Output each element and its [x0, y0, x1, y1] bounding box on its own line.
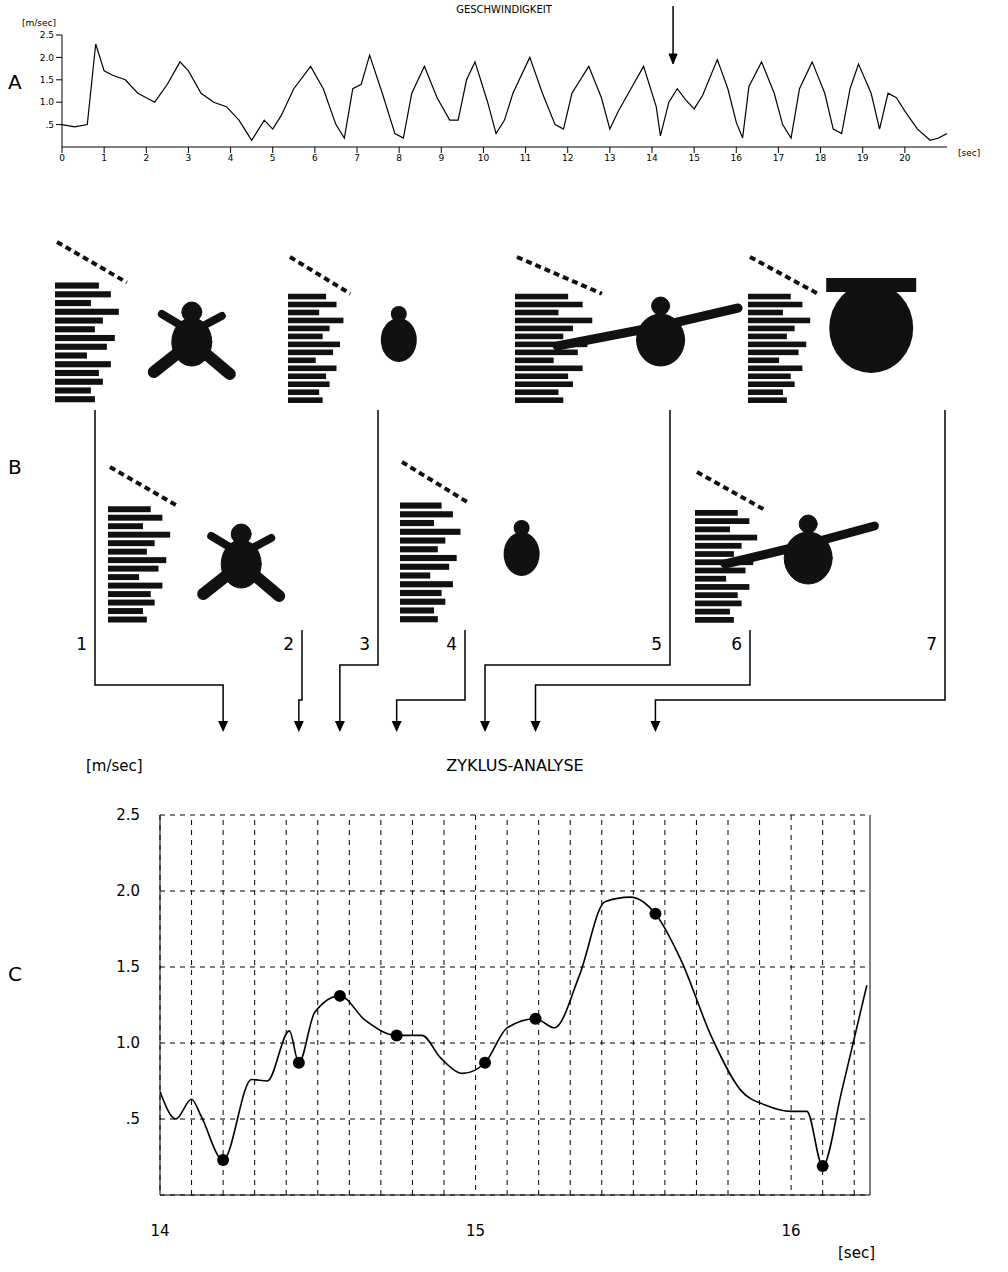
svg-text:6: 6: [312, 153, 318, 163]
svg-text:14: 14: [150, 1222, 169, 1240]
html-text:B: B: [8, 455, 22, 479]
svg-text:16: 16: [731, 153, 743, 163]
svg-text:7: 7: [354, 153, 360, 163]
svg-text:13: 13: [604, 153, 615, 163]
svg-text:.5: .5: [45, 120, 54, 130]
svg-text:5: 5: [651, 634, 662, 654]
svg-text:3: 3: [186, 153, 192, 163]
svg-text:4: 4: [446, 634, 457, 654]
svg-text:15: 15: [466, 1222, 485, 1240]
html-text:[sec]: [sec]: [958, 148, 981, 158]
svg-text:16: 16: [782, 1222, 801, 1240]
html-text:[sec]: [sec]: [838, 1244, 875, 1262]
svg-text:2.0: 2.0: [40, 53, 55, 63]
svg-text:12: 12: [562, 153, 573, 163]
svg-text:2.5: 2.5: [40, 30, 54, 40]
html-text:A: A: [8, 70, 22, 94]
html-text:ZYKLUS-ANALYSE: ZYKLUS-ANALYSE: [446, 756, 584, 775]
svg-text:0: 0: [59, 153, 65, 163]
html-text:C: C: [8, 962, 22, 986]
svg-text:8: 8: [396, 153, 402, 163]
svg-text:15: 15: [688, 153, 699, 163]
html-text:GESCHWINDIGKEIT: GESCHWINDIGKEIT: [456, 4, 552, 15]
svg-text:5: 5: [270, 153, 276, 163]
svg-text:1.0: 1.0: [116, 1034, 140, 1052]
svg-text:1.0: 1.0: [40, 97, 55, 107]
svg-text:7: 7: [926, 634, 937, 654]
html-text:[m/sec]: [m/sec]: [22, 18, 56, 28]
svg-text:.5: .5: [126, 1110, 140, 1128]
svg-text:1.5: 1.5: [40, 75, 54, 85]
svg-text:14: 14: [646, 153, 658, 163]
svg-text:20: 20: [899, 153, 911, 163]
svg-text:18: 18: [815, 153, 827, 163]
svg-text:4: 4: [228, 153, 234, 163]
svg-text:17: 17: [773, 153, 784, 163]
svg-text:3: 3: [359, 634, 370, 654]
svg-text:2: 2: [283, 634, 294, 654]
svg-text:19: 19: [857, 153, 869, 163]
svg-text:2.0: 2.0: [116, 882, 140, 900]
svg-text:2.5: 2.5: [116, 806, 140, 824]
html-text:[m/sec]: [m/sec]: [86, 757, 143, 775]
svg-text:11: 11: [520, 153, 531, 163]
svg-text:1: 1: [101, 153, 107, 163]
svg-text:1: 1: [76, 634, 87, 654]
svg-text:9: 9: [438, 153, 444, 163]
svg-text:1.5: 1.5: [116, 958, 140, 976]
svg-text:2: 2: [143, 153, 149, 163]
svg-text:10: 10: [478, 153, 490, 163]
svg-text:6: 6: [731, 634, 742, 654]
